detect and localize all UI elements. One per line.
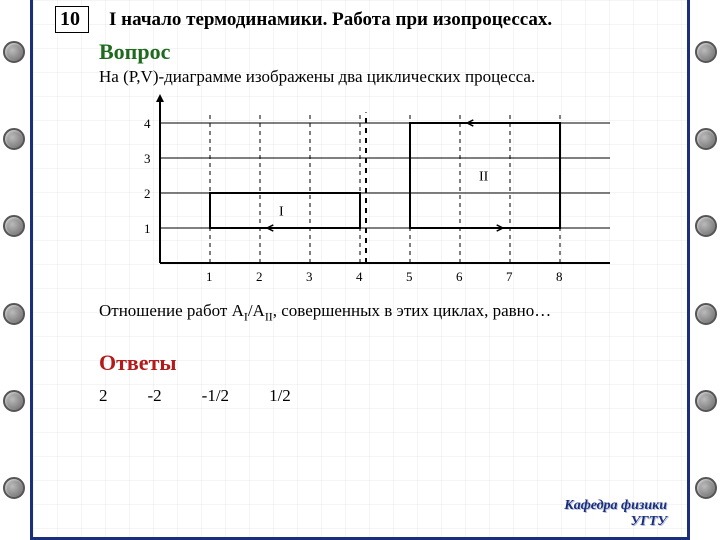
header-row: 10 I начало термодинамики. Работа при из… bbox=[55, 6, 665, 33]
answer-option: 2 bbox=[99, 386, 108, 406]
answer-option: -1/2 bbox=[202, 386, 229, 406]
svg-text:3: 3 bbox=[306, 269, 313, 284]
footer-line-2: УГТУ bbox=[564, 514, 667, 529]
footer-line-1: Кафедра физики bbox=[564, 498, 667, 513]
conclusion-suffix: , совершенных в этих циклах, равно… bbox=[273, 301, 552, 320]
answers-row: 2 -2 -1/2 1/2 bbox=[99, 386, 665, 406]
svg-text:8: 8 bbox=[556, 269, 563, 284]
conclusion-prefix: Отношение работ A bbox=[99, 301, 244, 320]
conclusion-mid: /A bbox=[248, 301, 265, 320]
svg-text:4: 4 bbox=[356, 269, 363, 284]
svg-text:2: 2 bbox=[256, 269, 263, 284]
svg-text:2: 2 bbox=[144, 186, 151, 201]
svg-text:4: 4 bbox=[144, 116, 151, 131]
svg-text:7: 7 bbox=[506, 269, 513, 284]
svg-text:6: 6 bbox=[456, 269, 463, 284]
svg-text:3: 3 bbox=[144, 151, 151, 166]
svg-text:1: 1 bbox=[206, 269, 213, 284]
svg-text:I: I bbox=[279, 205, 284, 220]
svg-text:1: 1 bbox=[144, 221, 151, 236]
svg-text:P: P bbox=[156, 93, 164, 96]
slide-title: I начало термодинамики. Работа при изопр… bbox=[109, 9, 552, 31]
answer-option: -2 bbox=[148, 386, 162, 406]
slide-number: 10 bbox=[55, 6, 89, 33]
pv-diagram-wrap: 123412345678PVIII bbox=[55, 93, 665, 293]
slide-page: 10 I начало термодинамики. Работа при из… bbox=[30, 0, 690, 540]
footer: Кафедра физики УГТУ bbox=[564, 498, 667, 529]
spiral-binding-right bbox=[692, 0, 720, 540]
pv-diagram: 123412345678PVIII bbox=[110, 93, 610, 293]
question-text: На (P,V)-диаграмме изображены два циклич… bbox=[99, 67, 665, 87]
svg-text:II: II bbox=[479, 170, 489, 185]
question-heading: Вопрос bbox=[99, 39, 665, 65]
conclusion-sub-2: II bbox=[265, 309, 273, 323]
answer-option: 1/2 bbox=[269, 386, 291, 406]
spiral-binding-left bbox=[0, 0, 28, 540]
conclusion-text: Отношение работ AI/AII, совершенных в эт… bbox=[99, 301, 665, 324]
svg-text:5: 5 bbox=[406, 269, 413, 284]
answers-heading: Ответы bbox=[99, 350, 665, 376]
